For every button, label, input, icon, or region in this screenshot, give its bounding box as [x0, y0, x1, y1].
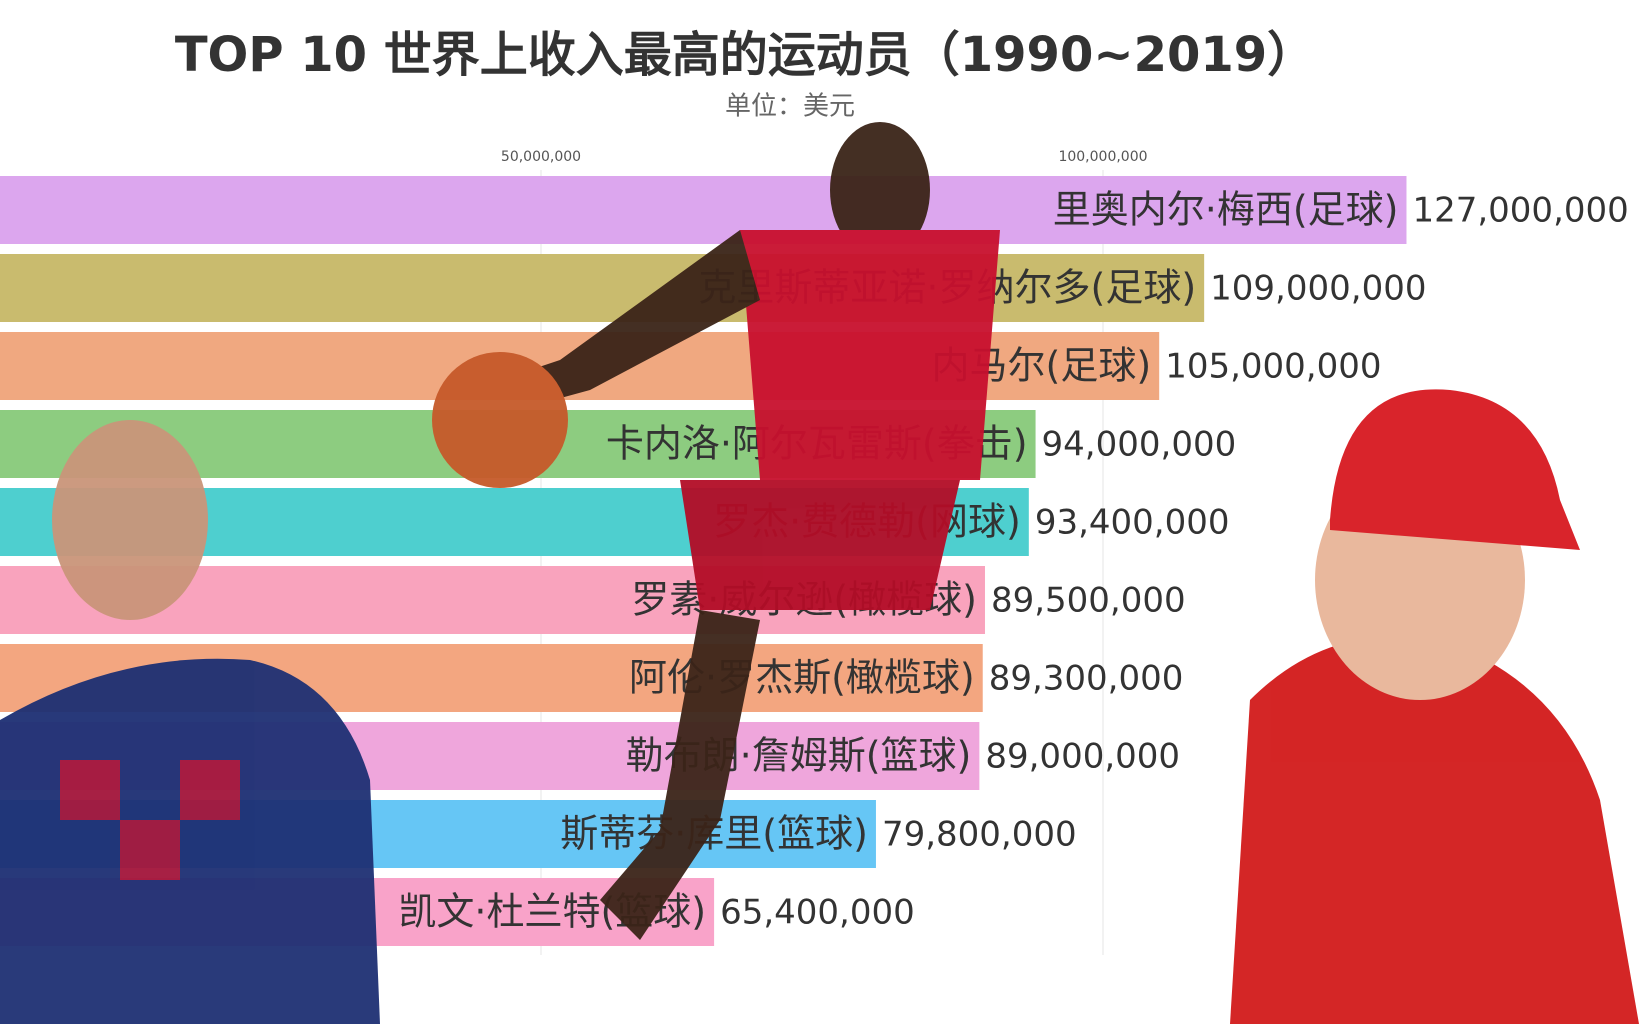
chart-subtitle: 单位：美元	[725, 92, 855, 122]
photos	[0, 122, 1639, 1024]
x-tick-label: 50,000,000	[501, 149, 581, 165]
shirt-check	[180, 760, 240, 820]
bar-label: 里奥内尔·梅西(足球)	[1053, 188, 1399, 232]
player-suit	[1230, 636, 1639, 1024]
player-jersey	[740, 230, 1000, 480]
player-cap	[1330, 389, 1580, 550]
shirt-check	[60, 760, 120, 820]
value-label: 89,000,000	[985, 737, 1180, 777]
shirt-check	[120, 820, 180, 880]
player-shirt	[0, 658, 380, 1024]
value-label: 109,000,000	[1210, 269, 1426, 309]
player-head	[830, 122, 930, 258]
value-label: 79,800,000	[882, 815, 1077, 855]
basketball	[432, 352, 568, 488]
player-head	[52, 420, 208, 620]
bar-label: 阿伦·罗杰斯(橄榄球)	[629, 656, 975, 700]
value-label: 127,000,000	[1412, 191, 1628, 231]
value-label: 89,300,000	[989, 659, 1184, 699]
player-shorts	[680, 480, 960, 610]
player-leg	[600, 610, 760, 940]
value-label: 89,500,000	[991, 581, 1186, 621]
chart-title: TOP 10 世界上收入最高的运动员（1990~2019）	[175, 27, 1315, 83]
bar	[0, 176, 1407, 244]
bar	[0, 254, 1205, 322]
value-label: 93,400,000	[1035, 503, 1230, 543]
value-label: 65,400,000	[720, 893, 915, 933]
value-label: 105,000,000	[1165, 347, 1381, 387]
value-label: 94,000,000	[1042, 425, 1237, 465]
x-tick-label: 100,000,000	[1058, 149, 1147, 165]
